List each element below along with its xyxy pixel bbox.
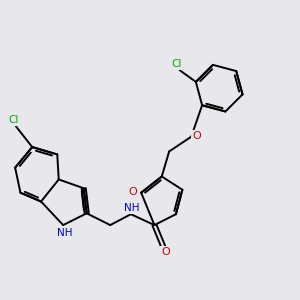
Text: NH: NH [124,203,139,213]
Text: O: O [128,187,137,197]
Text: O: O [162,247,171,257]
Text: O: O [193,131,202,141]
Text: NH: NH [57,228,72,238]
Text: Cl: Cl [171,59,181,69]
Text: Cl: Cl [8,115,19,125]
